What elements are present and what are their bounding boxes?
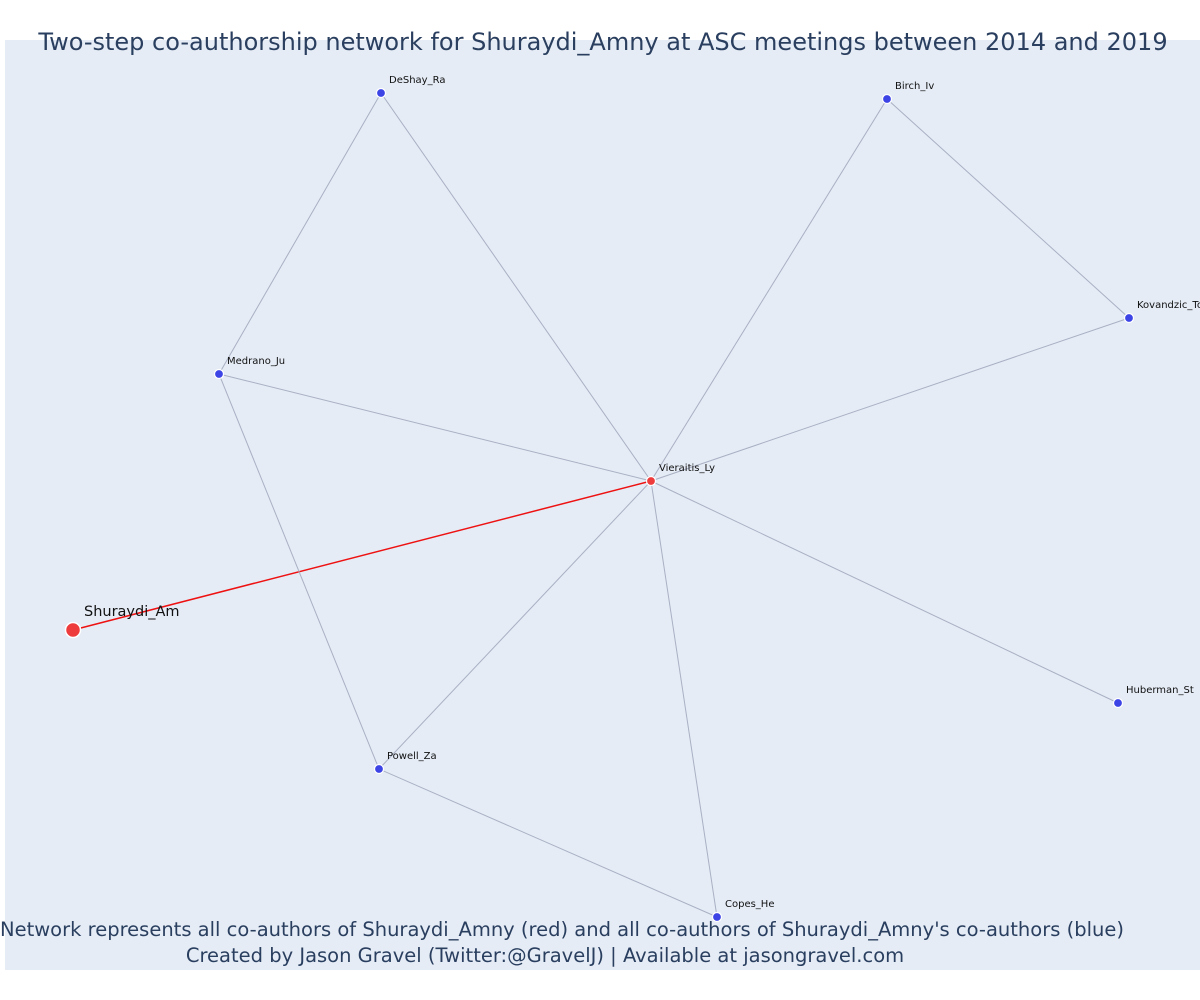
nodes-layer [64,87,1135,923]
caption-description: Network represents all co-authors of Shu… [0,918,1124,941]
edge-shuraydi-am-vieraitis-ly [72,480,652,631]
node-label-medrano-ju: Medrano_Ju [227,356,285,367]
node-birch-iv[interactable] [881,93,893,105]
edge-kovandzic-to-vieraitis-ly [650,317,1130,482]
edge-copes-he-vieraitis-ly [650,480,718,918]
edge-powell-za-vieraitis-ly [378,480,652,770]
chart-title: Two-step co-authorship network for Shura… [38,28,1168,56]
node-powell-za[interactable] [373,763,385,775]
edge-deshay-ra-medrano-ju [218,92,382,375]
node-deshay-ra[interactable] [375,87,387,99]
node-label-deshay-ra: DeShay_Ra [389,75,445,86]
plot-area [5,40,1200,970]
edge-medrano-ju-vieraitis-ly [218,373,652,482]
node-label-kovandzic-to: Kovandzic_To [1137,300,1200,311]
node-kovandzic-to[interactable] [1123,312,1135,324]
edge-birch-iv-vieraitis-ly [650,98,888,482]
node-huberman-st[interactable] [1112,697,1124,709]
edge-deshay-ra-vieraitis-ly [380,92,652,482]
edge-huberman-st-vieraitis-ly [650,480,1119,704]
node-shuraydi-am[interactable] [64,621,82,639]
node-vieraitis-ly[interactable] [645,475,657,487]
caption-credit: Created by Jason Gravel (Twitter:@Gravel… [185,944,905,967]
edge-birch-iv-kovandzic-to [886,98,1130,319]
node-label-vieraitis-ly: Vieraitis_Ly [659,463,715,474]
node-medrano-ju[interactable] [213,368,225,380]
edge-powell-za-copes-he [378,768,718,918]
node-label-copes-he: Copes_He [725,899,774,910]
node-copes-he[interactable] [711,911,723,923]
node-label-birch-iv: Birch_Iv [895,81,934,92]
edges-layer [72,92,1130,918]
node-label-shuraydi-am: Shuraydi_Am [84,604,180,620]
edge-medrano-ju-powell-za [218,373,380,770]
node-label-huberman-st: Huberman_St [1126,685,1194,696]
labels-layer: Shuraydi_Am Vieraitis_Ly DeShay_Ra Birch_Iv… [84,75,1200,910]
node-label-powell-za: Powell_Za [387,751,437,762]
